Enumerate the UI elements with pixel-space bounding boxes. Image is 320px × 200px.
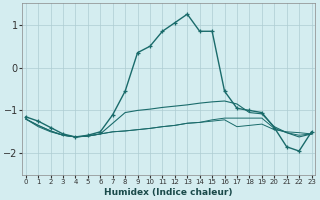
X-axis label: Humidex (Indice chaleur): Humidex (Indice chaleur) <box>104 188 233 197</box>
